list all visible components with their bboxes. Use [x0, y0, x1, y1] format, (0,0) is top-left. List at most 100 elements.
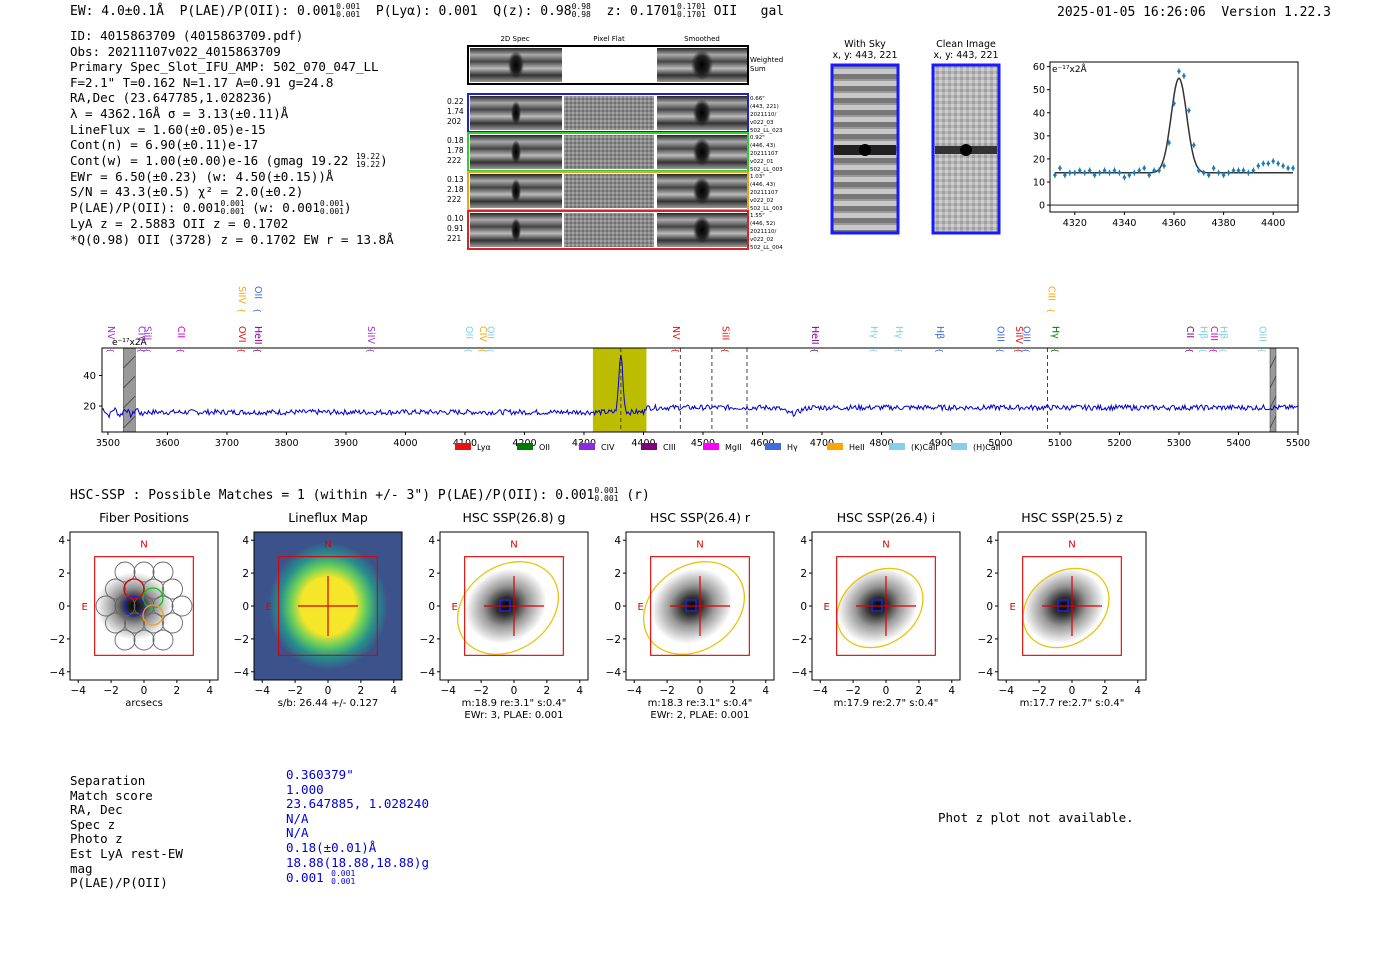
zoom-data-point — [1216, 170, 1221, 176]
hsc-title-text: HSC-SSP : Possible Matches = 1 (within +… — [70, 488, 595, 503]
zoom-data-point — [1226, 170, 1231, 176]
spectrum-xtick-label: 4600 — [750, 438, 774, 449]
panel-xtick-label: −4 — [70, 685, 86, 697]
cutout-right-r5-2: 502_LL_003 — [750, 206, 783, 212]
spectrum-line-label: OII — [252, 286, 263, 299]
cutout-right-r2-2: (446, 43) — [750, 182, 775, 188]
zoom-line-plot: 0 10 20 30 40 50 60 4320 4340 4360 4380 4400 e⁻¹⁷x2Å — [1020, 56, 1310, 236]
aperture-ellipse — [1022, 567, 1110, 649]
info-contw-row: Cont(w) = 1.00(±0.00)e-16 (gmag 19.22 19… — [70, 151, 388, 169]
panel-ytick-label: −2 — [234, 634, 249, 646]
header-version: Version 1.22.3 — [1221, 5, 1331, 20]
zoom-data-point — [1092, 172, 1097, 178]
zoom-ytick-label: 50 — [1033, 85, 1045, 96]
spectrum-masked-region — [123, 347, 136, 433]
zoom-ytick-label: 60 — [1033, 62, 1045, 73]
spectrum-ylabel: e⁻¹⁷x2Å — [112, 336, 148, 348]
zoom-data-point — [1067, 170, 1072, 176]
match-value-text: 23.647885, 1.028240 — [286, 796, 429, 812]
cutout-right-r3-3: 2021110/ — [750, 229, 776, 235]
spectrum-ytick-label: 20 — [83, 402, 96, 413]
zoom-data-point — [1052, 172, 1057, 178]
spectrum-xtick-label: 4500 — [691, 438, 715, 449]
zoom-data-point — [1172, 101, 1176, 107]
zoom-data-point — [1132, 170, 1137, 176]
panel-title: HSC SSP(26.4) i — [837, 510, 935, 525]
zoom-data-point — [1157, 167, 1162, 173]
zoom-data-point — [1206, 172, 1211, 178]
fiber-circle — [95, 595, 117, 617]
hsc-title-sub: 0.001 — [594, 494, 619, 503]
spectrum-line-bracket: { — [810, 348, 819, 353]
panel-ytick-label: 4 — [614, 535, 621, 547]
panel-xlabel: m:17.7 re:2.7" s:0.4" — [1020, 698, 1125, 709]
spectrum-line-bracket: { — [1047, 308, 1056, 313]
zoom-data-point — [1186, 107, 1191, 113]
zoom-data-point — [1191, 142, 1196, 148]
spectrum-line-label: HeII — [252, 326, 263, 345]
header-qz: Q(z): 0.98 — [493, 4, 572, 19]
legend-swatch — [703, 443, 719, 450]
fiber-circle — [133, 595, 155, 617]
fiber-circle — [143, 612, 164, 634]
spectrum-xtick-label: 3600 — [155, 438, 179, 449]
cutout-right-r4-1: v022_01 — [750, 159, 774, 165]
legend-swatch — [889, 443, 905, 450]
col-2d-spec: 2D Spec — [500, 35, 529, 43]
legend-swatch — [455, 443, 471, 450]
zoom-data-point — [1181, 73, 1186, 79]
spectrum-mask-hatch — [123, 355, 136, 369]
spectrum-mask-hatch — [1269, 355, 1277, 369]
spectrum-line-label: CIV — [135, 326, 146, 342]
aperture-ellipse — [642, 561, 746, 655]
panel-xtick-label: 0 — [1069, 685, 1076, 697]
search-box — [650, 556, 750, 656]
spectrum-line-label: NV — [105, 326, 116, 340]
cutout-right-r2-0: (443, 221) — [750, 104, 779, 110]
photz-message: Phot z plot not available. — [938, 810, 1134, 825]
spectrum-line-label: SiII — [720, 326, 731, 340]
panel-xtick-label: 2 — [1102, 685, 1109, 697]
panel-xtick-label: −2 — [1031, 685, 1046, 697]
panel-xtick-label: 4 — [1134, 685, 1141, 697]
aperture-ellipse — [836, 567, 924, 649]
panel-xtick-label: −2 — [287, 685, 302, 697]
spectrum-line-bracket: { — [894, 348, 903, 353]
spectrum-xtick-label: 4900 — [929, 438, 953, 449]
spectrum-line-label: HeII — [809, 326, 820, 345]
match-plae-sub: 0.001 — [331, 877, 356, 887]
cutout-left-l1-0: 0.22 — [447, 97, 464, 106]
spectrum-line-bracket: { — [253, 308, 262, 313]
panel-xtick-label: 4 — [576, 685, 583, 697]
zoom-data-point — [1072, 170, 1077, 176]
spectrum-mask-hatch — [1269, 415, 1277, 429]
match-value: 0.360379" — [286, 767, 429, 783]
panel-xtick-label: 0 — [325, 685, 332, 697]
panel-ytick-label: 4 — [800, 535, 807, 547]
panel-ytick-label: 2 — [242, 568, 249, 580]
fiber-circle — [133, 561, 155, 583]
east-label: E — [824, 602, 830, 613]
panel-ytick-label: 2 — [58, 568, 65, 580]
spectrum-line-bracket: { — [237, 308, 246, 313]
info-plae-w: (w: 0.001 — [252, 199, 320, 215]
clean-image-xy: x, y: 443, 221 — [933, 50, 998, 61]
zoom-data-point — [1057, 165, 1062, 171]
match-value: 23.647885, 1.028240 — [286, 796, 429, 812]
legend-label: (K)CaII — [911, 443, 938, 452]
panel-ytick-label: 4 — [242, 535, 249, 547]
imaging-panels-svg: Fiber Positions N E 4 2 0 −2 −4 −4 −2 0 2 4 arcsecs Li… — [50, 510, 1147, 721]
match-value-text: 18.88(18.88,18.88)g — [286, 854, 429, 870]
north-label: N — [140, 540, 147, 551]
zoom-data-point — [1281, 163, 1286, 169]
spectrum-line-label: CIII — [1046, 286, 1057, 301]
spectrum-line-label: CII — [175, 326, 186, 338]
spectrum-line-label: CIII — [1208, 326, 1219, 341]
with-sky-title: With Sky — [844, 39, 886, 50]
hsc-title-tail: (r) — [626, 488, 650, 503]
zoom-data-point — [1286, 165, 1291, 171]
east-label: E — [452, 602, 458, 613]
zoom-data-point — [1256, 163, 1261, 169]
legend-swatch — [579, 443, 595, 450]
info-plae-sub: 0.001 — [220, 206, 245, 216]
